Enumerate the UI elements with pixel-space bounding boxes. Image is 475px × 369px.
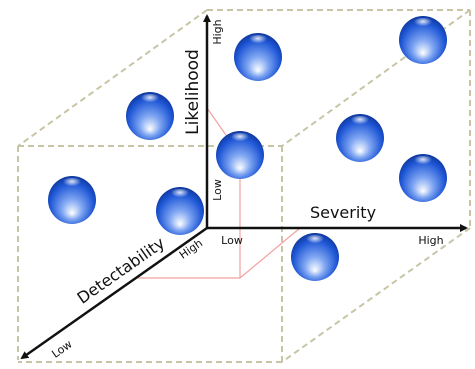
risk-sphere [48,176,96,224]
severity-high-label: High [418,234,443,247]
risk-sphere [336,114,384,162]
detectability-low-label: Low [49,338,74,361]
cube-edge [281,9,471,147]
risk-sphere [399,154,447,202]
risk-spheres [48,16,447,281]
likelihood-axis-title: Likelihood [183,49,203,135]
risk-sphere [234,33,282,81]
risk-sphere [399,16,447,64]
likelihood-high-label: High [211,19,224,44]
cube-edge [17,9,208,147]
likelihood-low-label: Low [211,179,224,201]
severity-low-label: Low [221,234,243,247]
risk-sphere [216,131,264,179]
risk-sphere [156,187,204,235]
detectability-axis [20,226,208,360]
axes [20,14,468,360]
cube-edge [281,227,471,363]
detectability-high-label: High [177,237,205,262]
detectability-axis-title: Detectability [73,233,168,307]
projection-line [239,227,301,279]
risk-sphere [291,233,339,281]
severity-axis-title: Severity [310,203,376,222]
risk-sphere [126,92,174,140]
